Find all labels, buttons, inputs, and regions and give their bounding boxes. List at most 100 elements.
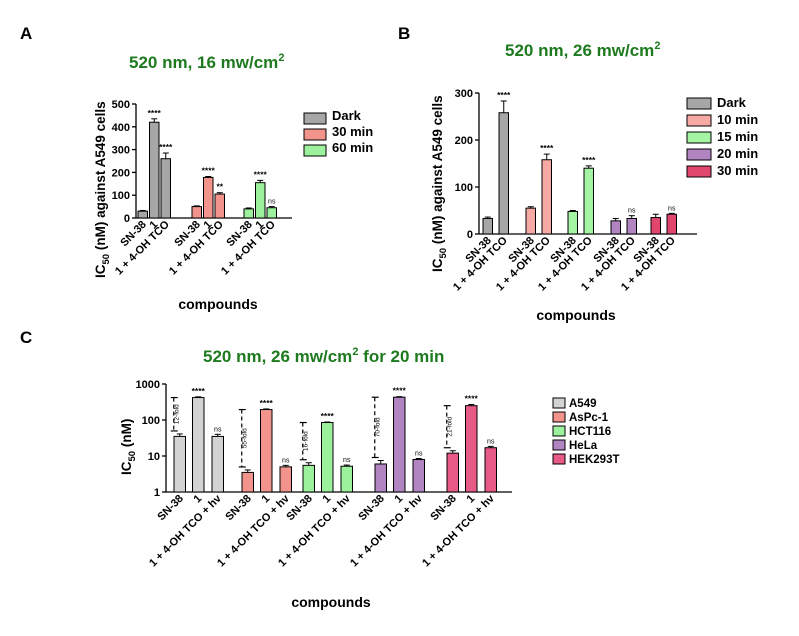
legend-c-swatch [552, 453, 566, 465]
panel-c-bar [321, 422, 334, 493]
panel-c-category-label: 1 [393, 493, 406, 506]
panel-a-significance-label: **** [254, 169, 268, 179]
panel-b-y-tick-label: 200 [455, 135, 473, 147]
legend-a-60min: 60 min [332, 140, 373, 155]
panel-c-y-tick-label: 1 [154, 487, 160, 499]
panel-b-bar [666, 213, 677, 235]
legend-c-swatch [552, 411, 566, 423]
panel-b-bar [583, 167, 594, 235]
panel-a-title: 520 nm, 16 mw/cm2 [129, 52, 284, 72]
panel-c-significance-label: **** [393, 386, 407, 396]
panel-c-significance-label: **** [260, 398, 274, 408]
panel-a-y-axis-label: IC50 (nM) against A549 cells [93, 101, 112, 278]
legend-a-swatch [303, 144, 327, 157]
panel-b-significance-label: ns [668, 205, 676, 212]
panel-a-significance-label: **** [148, 108, 162, 118]
panel-c-bar [465, 405, 478, 493]
panel-b-bar [610, 220, 621, 235]
panel-a-significance-label: ns [268, 199, 276, 206]
panel-c-significance-label: ns [214, 426, 222, 433]
panel-b-bar [541, 159, 552, 235]
panel-c-fold-label: 70-fold [375, 417, 382, 437]
legend-b-30min: 30 min [717, 163, 758, 178]
panel-label-b: B [398, 24, 410, 43]
panel-c-x-axis-label: compounds [291, 594, 371, 610]
panel-b-significance-label: **** [497, 90, 511, 100]
panel-b-bar [650, 217, 661, 235]
panel-c-category-label: 1 [465, 493, 478, 506]
panel-c-fold-label: 16-fold [303, 431, 310, 451]
panel-b-significance-label: ns [628, 208, 636, 215]
panel-c-category-label: 1 + 4-OH TCO + hv [147, 492, 224, 569]
panel-c-category-label: SN-38 [284, 493, 315, 524]
panel-c-fold-label: 21-fold [447, 416, 454, 436]
panel-b-x-axis-label: compounds [536, 307, 616, 323]
legend-b-10min: 10 min [717, 112, 758, 127]
legend-c-swatch [552, 397, 566, 409]
legend-a-30min: 30 min [332, 124, 373, 139]
panel-b-y-tick-label: 100 [455, 182, 473, 194]
panel-a-y-tick-label: 200 [112, 167, 130, 179]
panel-c-title: 520 nm, 26 mw/cm2 for 20 min [203, 346, 444, 366]
panel-a-x-axis-label: compounds [178, 296, 258, 312]
panel-a-bar [243, 208, 254, 219]
panel-a-bar [255, 182, 266, 219]
panel-a-bar [149, 121, 160, 219]
panel-c-y-tick-label: 10 [148, 451, 160, 463]
panel-c-category-label: 1 [192, 493, 205, 506]
panel-c-category-label: 1 [321, 493, 334, 506]
panel-c-category-label: 1 + 4-OH TCO + hv [420, 492, 497, 569]
panel-c-category-label: SN-38 [428, 493, 459, 524]
panel-c-bar [393, 396, 406, 493]
legend-b-swatch [686, 97, 712, 110]
panel-b-y-axis-label: IC50 (nM) against A549 cells [430, 95, 449, 272]
panel-c-bar [260, 409, 273, 493]
panel-b-y-tick-label: 300 [455, 88, 473, 100]
panel-a-y-tick-label: 300 [112, 145, 130, 157]
legend-c-aspc1: AsPc-1 [569, 412, 609, 424]
panel-a-bar [191, 206, 202, 219]
panel-a-bar [137, 210, 148, 219]
legend-a-dark: Dark [332, 108, 362, 123]
panel-a-y-tick-label: 0 [124, 213, 130, 225]
panel-c-bar [192, 397, 205, 493]
panel-c-category-label: SN-38 [223, 493, 254, 524]
panel-c-y-tick-label: 1000 [136, 379, 160, 391]
panel-a-significance-label: ** [216, 182, 223, 192]
panel-c-y-axis-label: IC50 (nM) [119, 419, 138, 475]
panel-a-bar [203, 176, 214, 219]
legend-b-20min: 20 min [717, 146, 758, 161]
panel-c-category-label: 1 + 4-OH TCO + hv [348, 492, 425, 569]
panel-c-bar [279, 466, 292, 493]
panel-b-bar [567, 210, 578, 235]
legend-b-swatch [686, 114, 712, 127]
panel-b-y-tick-label: 0 [467, 229, 473, 241]
legend-b-swatch [686, 148, 712, 161]
panel-c-significance-label: ns [415, 451, 423, 458]
panel-c-fold-label: 55-fold [242, 428, 249, 448]
panel-c-bar [241, 471, 254, 493]
panel-b-bar [525, 207, 536, 235]
legend-a-swatch [303, 112, 327, 125]
legend-c-hela: HeLa [569, 440, 598, 452]
panel-c-significance-label: ns [487, 438, 495, 445]
panel-c-significance-label: **** [321, 411, 335, 421]
legend-c-a549: A549 [569, 398, 597, 410]
panel-a-bar [266, 207, 277, 219]
panel-c-significance-label: ns [282, 457, 290, 464]
legend-b-15min: 15 min [717, 129, 758, 144]
panel-c-category-label: 1 [260, 493, 273, 506]
panel-a-y-tick-label: 100 [112, 190, 130, 202]
panel-b-bar [482, 217, 493, 235]
panel-a-y-tick-label: 400 [112, 122, 130, 134]
legend-b-swatch [686, 165, 712, 178]
panel-c-category-label: SN-38 [356, 493, 387, 524]
legend-c-swatch [552, 439, 566, 451]
panel-c-significance-label: **** [465, 393, 479, 403]
panel-c-bar [173, 435, 186, 493]
panel-b-bar [626, 217, 637, 235]
legend-a-swatch [303, 128, 327, 141]
panel-label-a: A [20, 24, 32, 43]
panel-c-bar [211, 435, 224, 493]
